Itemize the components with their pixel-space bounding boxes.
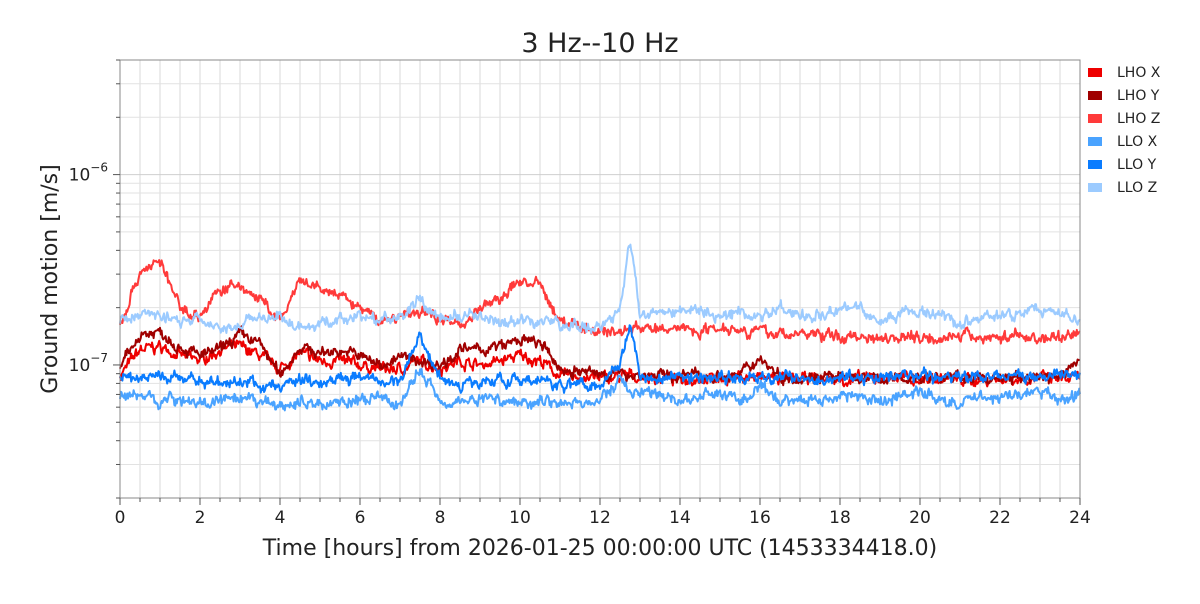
x-tick-label: 12: [589, 508, 611, 528]
x-tick-label: 16: [749, 508, 771, 528]
legend-label: LHO Y: [1117, 88, 1160, 104]
series-line-llo-y: [119, 324, 1081, 394]
x-tick-label: 24: [1069, 508, 1091, 528]
legend-label: LLO Y: [1117, 157, 1157, 173]
legend-label: LLO X: [1117, 134, 1158, 150]
x-tick-label: 20: [909, 508, 931, 528]
legend-swatch: [1088, 114, 1102, 123]
x-tick-label: 6: [355, 508, 366, 528]
x-tick-label: 4: [275, 508, 286, 528]
x-tick-label: 8: [435, 508, 446, 528]
series-line-lho-z: [119, 259, 1081, 345]
legend-swatch: [1088, 183, 1102, 192]
legend: LHO X LHO Y LHO Z LLO X LLO Y LLO Z: [1088, 65, 1161, 196]
x-tick-label: 18: [829, 508, 851, 528]
y-axis: 10−6 10−7: [69, 59, 120, 499]
x-tick-label: 2: [195, 508, 206, 528]
legend-swatch: [1088, 160, 1102, 169]
series-line-llo-z: [119, 243, 1081, 334]
series-lines: [119, 243, 1081, 412]
chart-title: 3 Hz--10 Hz: [521, 28, 678, 59]
x-tick-label: 10: [509, 508, 531, 528]
grid: [119, 59, 1081, 499]
legend-swatch: [1088, 68, 1102, 77]
legend-swatch: [1088, 91, 1102, 100]
legend-swatch: [1088, 137, 1102, 146]
x-tick-label: 14: [669, 508, 691, 528]
x-tick-label: 0: [115, 508, 126, 528]
legend-label: LHO X: [1117, 65, 1161, 81]
legend-label: LLO Z: [1117, 180, 1157, 196]
x-tick-label: 22: [989, 508, 1011, 528]
x-axis-label: Time [hours] from 2026-01-25 00:00:00 UT…: [262, 536, 937, 561]
series-line-llo-x: [119, 367, 1081, 412]
y-tick-label: 10−6: [69, 161, 108, 186]
legend-label: LHO Z: [1117, 111, 1160, 127]
x-axis: 0 2 4 6 8 10 12 14 16 18 20 22 24: [115, 498, 1091, 528]
y-tick-label: 10−7: [69, 351, 108, 376]
y-axis-label: Ground motion [m/s]: [38, 164, 63, 393]
